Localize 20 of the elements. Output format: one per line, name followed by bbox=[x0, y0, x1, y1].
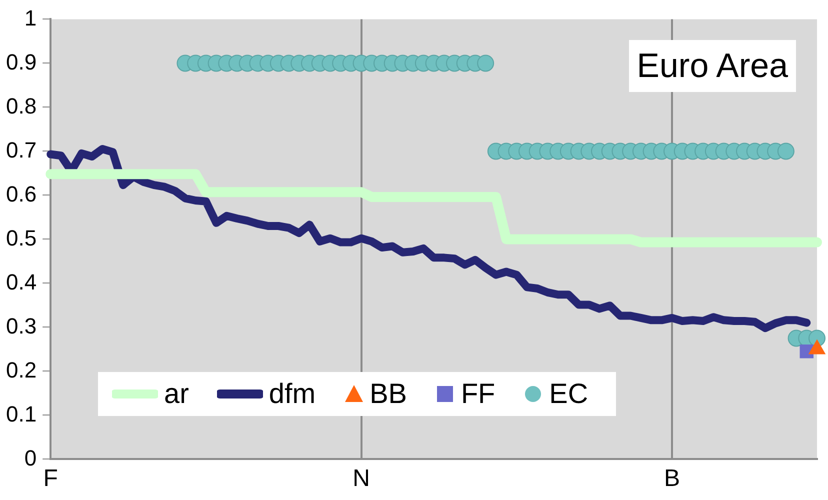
y-tick-label: 0.9 bbox=[6, 49, 37, 74]
x-tick-label: N bbox=[352, 465, 370, 492]
y-tick-label: 0.2 bbox=[6, 357, 37, 382]
legend-label: BB bbox=[370, 378, 407, 410]
y-tick-label: 0.7 bbox=[6, 137, 37, 162]
y-tick-label: 0.1 bbox=[6, 401, 37, 426]
x-tick-label: F bbox=[43, 465, 58, 492]
y-tick-label: 0.6 bbox=[6, 181, 37, 206]
legend-label: ar bbox=[164, 378, 189, 410]
y-tick-label: 0.3 bbox=[6, 313, 37, 338]
y-tick-label: 0.4 bbox=[6, 269, 37, 294]
y-tick-label: 0 bbox=[24, 445, 37, 470]
legend-label: FF bbox=[460, 378, 496, 410]
legend-label: dfm bbox=[268, 378, 316, 410]
y-tick-label: 0.5 bbox=[6, 225, 37, 250]
y-tick-label: 0.8 bbox=[6, 93, 37, 118]
y-tick-label: 1 bbox=[24, 5, 37, 30]
x-tick-label: B bbox=[664, 465, 680, 492]
legend-label: EC bbox=[549, 378, 588, 410]
text: Euro Area bbox=[628, 40, 796, 92]
